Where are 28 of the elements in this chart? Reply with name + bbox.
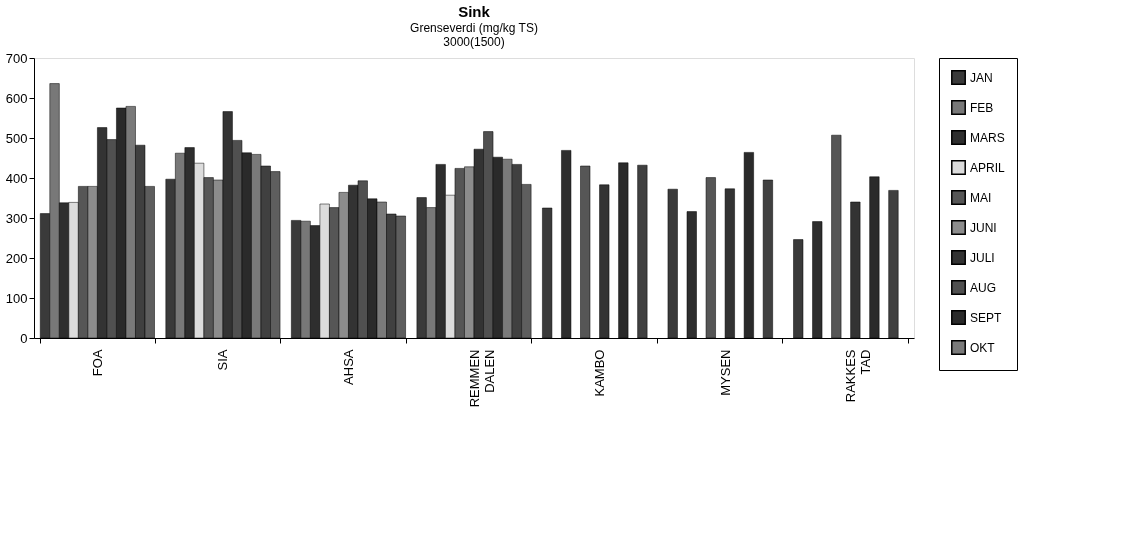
y-tick-label: 500 bbox=[5, 130, 28, 146]
x-tick-label: SIA bbox=[215, 349, 231, 371]
y-tick-label: 0 bbox=[20, 330, 28, 346]
legend-label: AUG bbox=[970, 280, 997, 295]
x-tick-label: AHSA bbox=[340, 349, 356, 385]
y-tick-label: 100 bbox=[5, 290, 28, 306]
y-tick-label: 300 bbox=[5, 210, 28, 226]
legend-label: MAI bbox=[970, 190, 992, 205]
legend-label: MARS bbox=[970, 130, 1005, 145]
x-tick-label: RAKKES TAD bbox=[843, 349, 874, 403]
chart-title: Sink bbox=[458, 3, 491, 20]
y-tick-label: 400 bbox=[5, 170, 28, 186]
text: 3000(1500) bbox=[443, 35, 505, 49]
y-tick-label: 700 bbox=[5, 50, 28, 66]
y-tick-label: 600 bbox=[5, 90, 28, 106]
x-tick-label: MYSEN bbox=[717, 349, 733, 396]
x-tick-label: FOA bbox=[89, 349, 105, 377]
legend-label: APRIL bbox=[970, 160, 1006, 175]
legend-label: JAN bbox=[970, 70, 993, 85]
legend-label: JUNI bbox=[970, 220, 997, 235]
legend-label: OKT bbox=[970, 340, 996, 355]
x-tick-label: REMMEN DALEN bbox=[466, 349, 497, 408]
legend-label: FEB bbox=[970, 100, 994, 115]
x-tick-label: KAMBO bbox=[592, 349, 608, 397]
text: Grenseverdi (mg/kg TS) bbox=[410, 21, 538, 35]
legend-label: JULI bbox=[970, 250, 995, 265]
y-tick-label: 200 bbox=[5, 250, 28, 266]
legend-label: SEPT bbox=[970, 310, 1003, 325]
